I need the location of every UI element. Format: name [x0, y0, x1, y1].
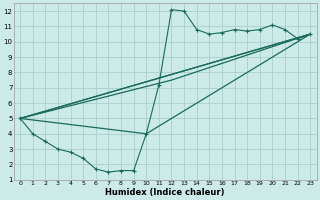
- X-axis label: Humidex (Indice chaleur): Humidex (Indice chaleur): [106, 188, 225, 197]
